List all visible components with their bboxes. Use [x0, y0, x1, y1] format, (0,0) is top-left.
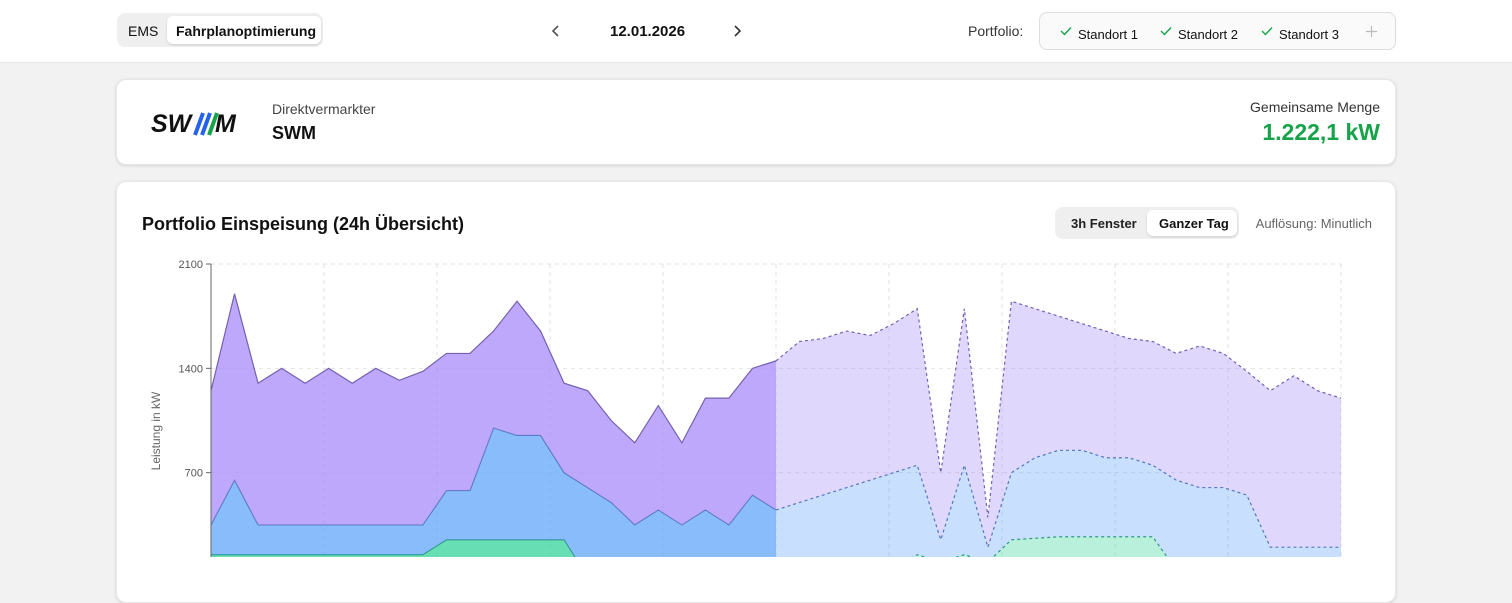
- site[interactable]: Standort 2: [1160, 26, 1238, 44]
- toggle-label: Ganzer Tag: [1159, 216, 1229, 231]
- site-selector: Standort 1 Standort 2 Standort 3: [1039, 12, 1396, 50]
- site[interactable]: Standort 1: [1060, 26, 1138, 44]
- logo-text: M: [215, 110, 237, 138]
- line: [775, 449, 1341, 550]
- range-toggle: 3h Fenster Ganzer Tag: [1055, 207, 1239, 239]
- logo: SW M: [151, 110, 237, 138]
- chart: Leistung in kW 700 1400 2100: [149, 259, 1342, 557]
- tab[interactable]: EMS: [128, 23, 159, 39]
- amount: 1.222,1 kW: [1262, 119, 1380, 145]
- marketer-card: SW M Direktvermarkter SWM Gemeinsame Men…: [116, 79, 1396, 165]
- add-site[interactable]: [1366, 26, 1377, 37]
- top-bar: EMS Fahrplanoptimierung 12.01.2026 Portf…: [0, 0, 1512, 63]
- area: [776, 301, 1341, 548]
- area: [211, 293, 776, 525]
- line: [210, 293, 777, 445]
- logo-text: SW: [151, 110, 194, 138]
- amount-label: Gemeinsame Menge: [1250, 99, 1380, 115]
- tab-active[interactable]: Fahrplanoptimierung: [167, 16, 321, 44]
- site-label: Standort 1: [1078, 27, 1138, 42]
- y-tick-label: 700: [185, 468, 203, 480]
- resolution: Auflösung: Minutlich: [1255, 216, 1372, 231]
- tab-label: Fahrplanoptimierung: [176, 23, 316, 39]
- toggle[interactable]: 3h Fenster: [1071, 216, 1137, 231]
- role: Direktvermarkter: [272, 101, 376, 117]
- site-label: Standort 3: [1279, 27, 1339, 42]
- line: [775, 300, 1342, 518]
- date: 12.01.2026: [610, 23, 686, 40]
- area: [913, 536, 1168, 557]
- marketer-name: SWM: [272, 123, 316, 143]
- y-tick-label: 1400: [179, 363, 203, 375]
- y-tick-label: 2100: [179, 259, 203, 271]
- mode-tabs: EMS Fahrplanoptimierung: [117, 13, 323, 47]
- toggle-active[interactable]: Ganzer Tag: [1147, 210, 1237, 236]
- site[interactable]: Standort 3: [1261, 26, 1339, 44]
- prev-day[interactable]: [550, 24, 562, 38]
- site-label: Standort 2: [1178, 27, 1238, 42]
- y-axis-label: Leistung in kW: [149, 391, 163, 470]
- next-day[interactable]: [731, 24, 743, 38]
- area: [211, 539, 576, 557]
- chart-title: Portfolio Einspeisung (24h Übersicht): [142, 214, 465, 234]
- area: [776, 450, 1341, 557]
- area: [211, 427, 776, 557]
- portfolio-label: Portfolio:: [968, 23, 1024, 39]
